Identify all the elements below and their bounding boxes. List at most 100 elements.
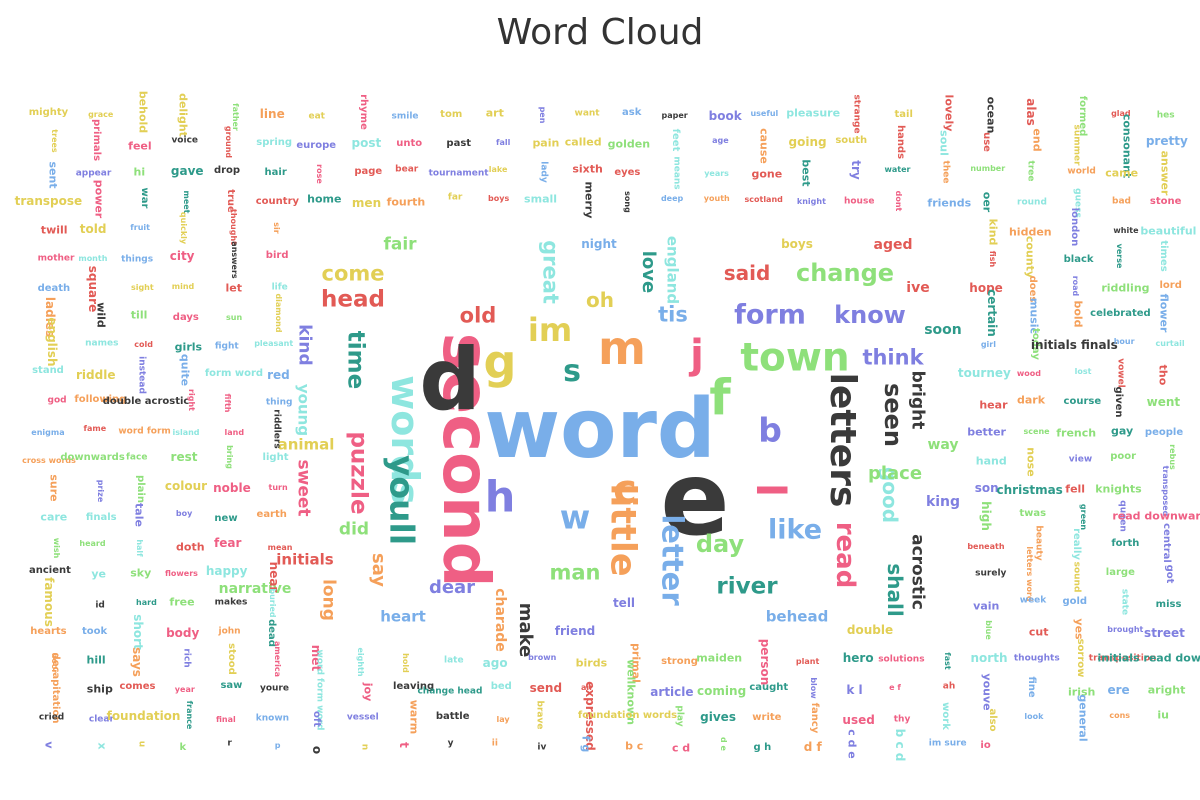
cloud-word-tho: tho: [1156, 365, 1170, 386]
cloud-word-c-d-e: c d e: [845, 729, 859, 760]
cloud-word-late: late: [444, 655, 464, 666]
cloud-word-heart: heart: [380, 607, 426, 626]
cloud-word-r: r: [227, 738, 232, 749]
cloud-word-aged: aged: [873, 237, 913, 253]
cloud-word-c: c: [613, 467, 637, 513]
cloud-word-deep: deep: [660, 193, 684, 203]
cloud-word-hair: hair: [264, 166, 287, 178]
cloud-word-riddle: riddle: [76, 367, 116, 382]
cloud-word-famous: famous: [41, 577, 56, 628]
cloud-word-delight: delight: [176, 92, 190, 137]
cloud-word-french: french: [1056, 426, 1097, 440]
cloud-word-sweet: sweet: [293, 459, 314, 517]
page-title: Word Cloud: [496, 12, 704, 53]
cloud-word-golden: golden: [607, 137, 651, 151]
cloud-word-doth: doth: [176, 540, 205, 554]
cloud-word-d-e: d e: [718, 736, 728, 751]
cloud-word-blow: blow: [808, 676, 818, 699]
cloud-word-end: end: [1030, 128, 1044, 152]
cloud-word-lady: lady: [538, 161, 549, 184]
cloud-word-place: place: [867, 463, 923, 484]
cloud-word-acrostic: acrostic: [907, 534, 928, 610]
cloud-word-twill: twill: [40, 223, 68, 237]
cloud-word-body: body: [166, 626, 200, 641]
cloud-word-mother: mother: [37, 253, 75, 264]
cloud-word-hearts: hearts: [30, 625, 67, 637]
cloud-word-plain: plain: [135, 474, 147, 503]
cloud-word-given: given: [1113, 386, 1125, 418]
cloud-word-w: w: [559, 497, 591, 537]
cloud-word-friend: friend: [554, 624, 596, 638]
cloud-word-work: work: [939, 702, 951, 730]
cloud-word-sent: sent: [46, 161, 60, 189]
cloud-word-art: art: [485, 106, 504, 120]
cloud-word-double-acrostic: double acrostic: [102, 396, 190, 408]
cloud-word-past: past: [446, 137, 472, 149]
cloud-word-fair: fair: [383, 234, 417, 255]
cloud-word-free: free: [169, 595, 195, 609]
cloud-word-twas: twas: [1019, 507, 1047, 519]
cloud-word-till: till: [130, 308, 148, 322]
cloud-word-flowers: flowers: [164, 568, 198, 578]
cloud-word-love: love: [638, 250, 659, 294]
cloud-word-puzzle: puzzle: [345, 431, 372, 515]
cloud-word-christmas: christmas: [996, 482, 1063, 497]
cloud-word-initials-read-downwards: initials read downwards: [1097, 651, 1200, 665]
cloud-word-feet: feet: [670, 128, 682, 152]
cloud-word-appear: appear: [75, 168, 112, 179]
cloud-word-bold: bold: [1071, 300, 1085, 328]
cloud-word-scotland: scotland: [744, 195, 783, 205]
cloud-word-fear: fear: [214, 536, 242, 551]
cloud-word-king: king: [925, 494, 961, 510]
cloud-word-flower: flower: [1157, 293, 1171, 333]
cloud-word-send: send: [529, 680, 563, 695]
cloud-word-battle: battle: [435, 710, 470, 722]
cloud-word-thing: thing: [265, 397, 293, 408]
cloud-word-id: id: [95, 600, 105, 611]
cloud-word-soon: soon: [924, 322, 962, 338]
cloud-word-form-word: form word: [204, 367, 264, 379]
cloud-word-vessel: vessel: [346, 712, 379, 723]
cloud-word-youre: youre: [259, 683, 289, 694]
cloud-word-letter: letter: [655, 514, 690, 606]
cloud-word-hero: hero: [842, 650, 874, 665]
cloud-word-makes: makes: [214, 597, 248, 608]
cloud-word-people: people: [1144, 426, 1184, 438]
cloud-word-names: names: [85, 338, 119, 349]
cloud-word-scene: scene: [1023, 427, 1050, 437]
cloud-word-john: john: [218, 626, 241, 637]
cloud-word-alas: alas: [1023, 97, 1038, 126]
cloud-word-hidden: hidden: [1008, 225, 1052, 239]
cloud-word-bird: bird: [265, 249, 289, 261]
cloud-word-sun: sun: [226, 313, 243, 323]
cloud-word-going: going: [788, 135, 827, 150]
cloud-word-answers: answers: [230, 241, 240, 279]
cloud-word-water: water: [884, 164, 911, 174]
cloud-word-come: come: [321, 261, 385, 286]
cloud-word-did: did: [338, 519, 370, 540]
cloud-word-spring: spring: [256, 137, 293, 149]
cloud-word-fame: fame: [83, 423, 107, 433]
cloud-word-thoughts: thoughts: [1013, 653, 1060, 664]
cloud-word-tail: tail: [894, 108, 913, 120]
cloud-word-e: e: [660, 440, 730, 559]
cloud-word-irish: irish: [1067, 685, 1096, 699]
cloud-word-think: think: [862, 345, 924, 370]
cloud-word-try: try: [849, 159, 864, 180]
cloud-word-lake: lake: [488, 164, 508, 174]
cloud-word-say: say: [368, 552, 389, 588]
cloud-word-downwards: downwards: [60, 452, 125, 463]
cloud-word-view: view: [1068, 454, 1093, 465]
cloud-word-tis: tis: [658, 302, 688, 327]
cloud-word-gives: gives: [700, 709, 736, 724]
cloud-word-voice: voice: [171, 135, 199, 146]
cloud-word-general: general: [1076, 693, 1090, 742]
cloud-word-riddlers: riddlers: [271, 409, 281, 449]
cloud-word-lay: lay: [496, 715, 510, 725]
cloud-word-central: central: [1160, 523, 1172, 563]
cloud-word-strange: strange: [851, 94, 862, 134]
cloud-word-times: times: [1157, 240, 1169, 273]
cloud-word-cut: cut: [1028, 625, 1049, 639]
cloud-word-course: course: [1063, 395, 1102, 407]
cloud-word-letters-word: letters word: [1025, 545, 1035, 602]
